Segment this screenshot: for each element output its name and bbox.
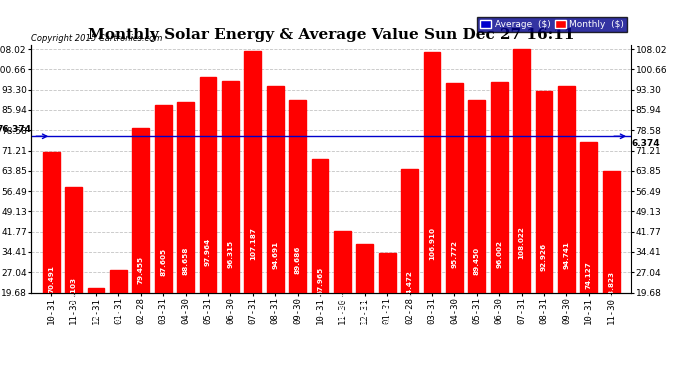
Text: 6.374: 6.374: [631, 139, 660, 148]
Text: 96.315: 96.315: [228, 240, 233, 268]
Text: 107.187: 107.187: [250, 227, 256, 260]
Bar: [244, 51, 262, 347]
Text: 94.691: 94.691: [272, 242, 278, 270]
Bar: [222, 81, 239, 347]
Bar: [88, 288, 104, 347]
Text: 63.823: 63.823: [608, 271, 614, 299]
Bar: [513, 49, 530, 347]
Title: Monthly Solar Energy & Average Value Sun Dec 27 16:11: Monthly Solar Energy & Average Value Sun…: [88, 28, 575, 42]
Bar: [267, 86, 284, 347]
Text: 89.686: 89.686: [295, 246, 301, 274]
Text: 92.926: 92.926: [541, 243, 547, 271]
Text: 108.022: 108.022: [519, 226, 524, 259]
Bar: [177, 102, 194, 347]
Bar: [155, 105, 172, 347]
Legend: Average  ($), Monthly  ($): Average ($), Monthly ($): [477, 17, 627, 32]
Text: 76.374: 76.374: [0, 125, 31, 134]
Text: 106.910: 106.910: [429, 227, 435, 260]
Bar: [469, 100, 485, 347]
Text: 21.414: 21.414: [93, 312, 99, 340]
Bar: [558, 86, 575, 347]
Bar: [446, 83, 463, 347]
Bar: [66, 187, 82, 347]
Bar: [379, 254, 395, 347]
Text: 33.896: 33.896: [384, 300, 391, 328]
Bar: [424, 52, 440, 347]
Bar: [491, 82, 508, 347]
Bar: [334, 231, 351, 347]
Bar: [580, 142, 597, 347]
Text: 89.450: 89.450: [474, 246, 480, 274]
Text: 94.741: 94.741: [564, 242, 569, 269]
Text: 58.103: 58.103: [70, 277, 77, 305]
Text: 41.959: 41.959: [339, 292, 346, 320]
Text: 27.986: 27.986: [115, 306, 121, 334]
Bar: [132, 128, 149, 347]
Text: 88.658: 88.658: [183, 247, 188, 275]
Text: 70.491: 70.491: [48, 265, 55, 292]
Text: 97.964: 97.964: [205, 238, 211, 266]
Bar: [603, 171, 620, 347]
Text: 64.472: 64.472: [406, 271, 413, 298]
Text: 37.214: 37.214: [362, 297, 368, 325]
Bar: [401, 169, 418, 347]
Text: 67.965: 67.965: [317, 267, 323, 295]
Text: Copyright 2015 Cartronics.com: Copyright 2015 Cartronics.com: [31, 33, 162, 42]
Text: 79.455: 79.455: [138, 256, 144, 284]
Bar: [110, 270, 127, 347]
Text: 95.772: 95.772: [451, 240, 457, 268]
Text: 96.002: 96.002: [496, 240, 502, 268]
Bar: [357, 244, 373, 347]
Bar: [289, 100, 306, 347]
Bar: [312, 159, 328, 347]
Text: 74.127: 74.127: [586, 261, 592, 289]
Text: 87.605: 87.605: [160, 248, 166, 276]
Bar: [535, 91, 553, 347]
Bar: [43, 153, 59, 347]
Bar: [199, 77, 217, 347]
